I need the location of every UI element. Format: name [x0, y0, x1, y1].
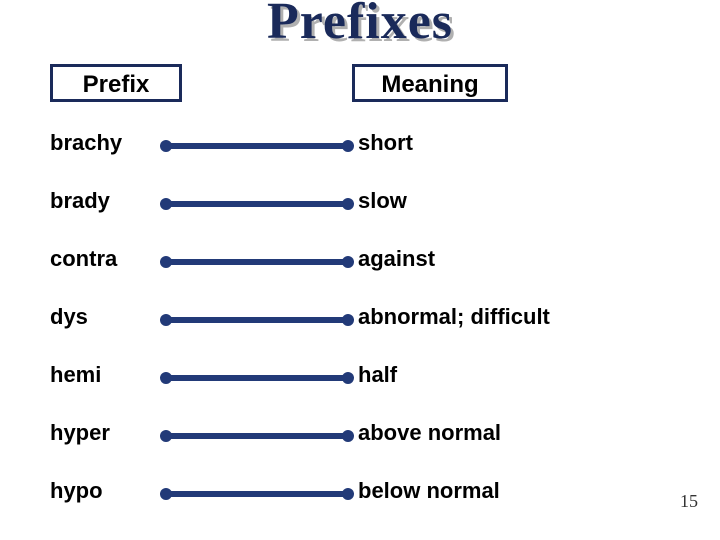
column-header-meaning-label: Meaning	[381, 71, 478, 98]
table-row: hypo below normal	[50, 478, 680, 536]
connector-line	[162, 490, 352, 498]
table-row: brachy short	[50, 130, 680, 188]
prefix-text: hypo	[50, 478, 103, 504]
prefix-text: dys	[50, 304, 88, 330]
meaning-text: abnormal; difficult	[358, 304, 550, 330]
meaning-text: against	[358, 246, 435, 272]
table-row: brady slow	[50, 188, 680, 246]
table-row: hyper above normal	[50, 420, 680, 478]
connector-line	[162, 374, 352, 382]
column-header-prefix: Prefix	[50, 64, 182, 102]
connector-line	[162, 316, 352, 324]
table-row: contra against	[50, 246, 680, 304]
connector-line	[162, 432, 352, 440]
prefix-text: hemi	[50, 362, 101, 388]
table-row: hemi half	[50, 362, 680, 420]
prefix-text: brachy	[50, 130, 122, 156]
connector-line	[162, 142, 352, 150]
prefix-text: brady	[50, 188, 110, 214]
meaning-text: slow	[358, 188, 407, 214]
meaning-text: short	[358, 130, 413, 156]
column-header-meaning: Meaning	[352, 64, 508, 102]
rows-container: brachy short brady slow contra against dys abno…	[50, 130, 680, 536]
meaning-text: half	[358, 362, 397, 388]
page-number: 15	[680, 491, 698, 512]
connector-line	[162, 258, 352, 266]
prefix-text: hyper	[50, 420, 110, 446]
table-row: dys abnormal; difficult	[50, 304, 680, 362]
connector-line	[162, 200, 352, 208]
column-header-prefix-label: Prefix	[83, 71, 150, 98]
prefix-text: contra	[50, 246, 117, 272]
meaning-text: below normal	[358, 478, 500, 504]
title-main: Prefixes	[0, 0, 720, 51]
meaning-text: above normal	[358, 420, 501, 446]
